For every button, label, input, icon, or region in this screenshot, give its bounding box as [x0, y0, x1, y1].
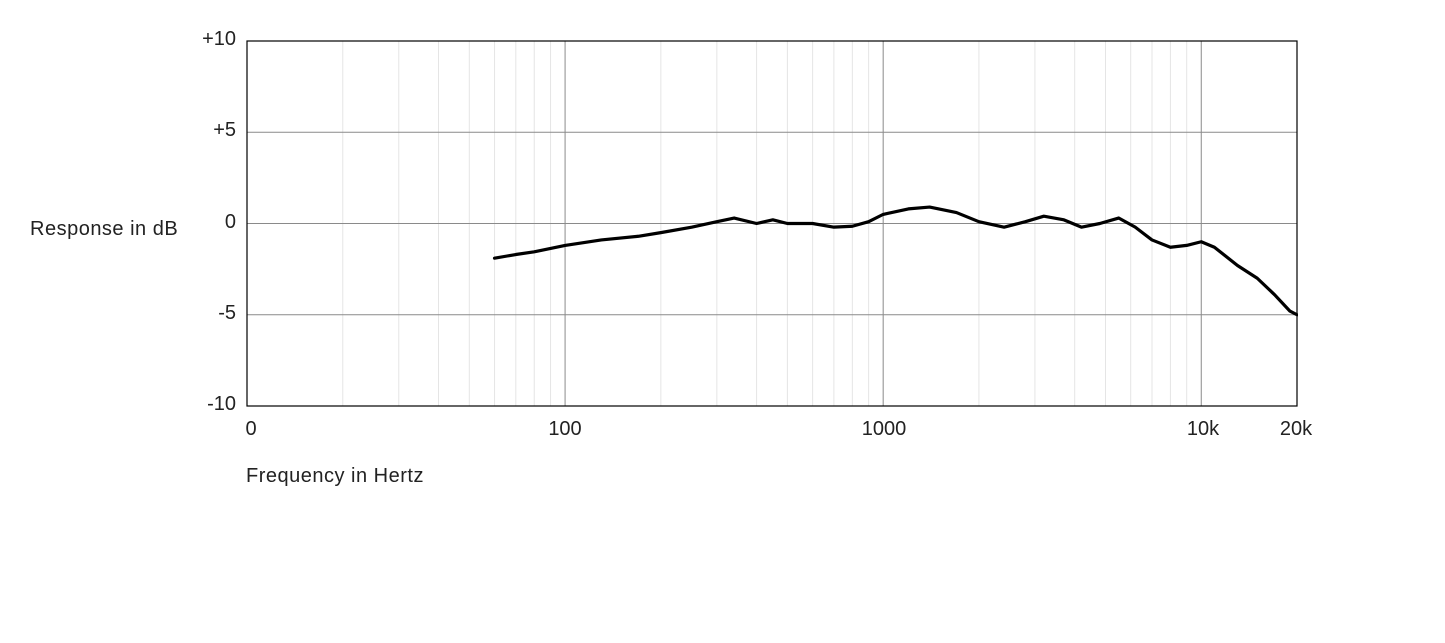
y-axis-label: Response in dB [30, 218, 178, 241]
x-tick-label: 20k [1280, 418, 1312, 441]
x-tick-label: 100 [548, 418, 581, 441]
y-tick-label: 0 [186, 211, 236, 234]
grid-major [247, 41, 1297, 406]
x-tick-label: 1000 [862, 418, 907, 441]
x-tick-label: 0 [245, 418, 256, 441]
x-tick-label: 10k [1187, 418, 1219, 441]
y-tick-label: +5 [186, 119, 236, 142]
y-tick-label: -10 [186, 393, 236, 416]
x-axis-label: Frequency in Hertz [246, 465, 424, 488]
frequency-response-chart [246, 40, 1298, 407]
y-tick-label: -5 [186, 302, 236, 325]
y-tick-label: +10 [186, 28, 236, 51]
chart-container: Response in dB Frequency in Hertz +10 +5… [0, 0, 1445, 643]
